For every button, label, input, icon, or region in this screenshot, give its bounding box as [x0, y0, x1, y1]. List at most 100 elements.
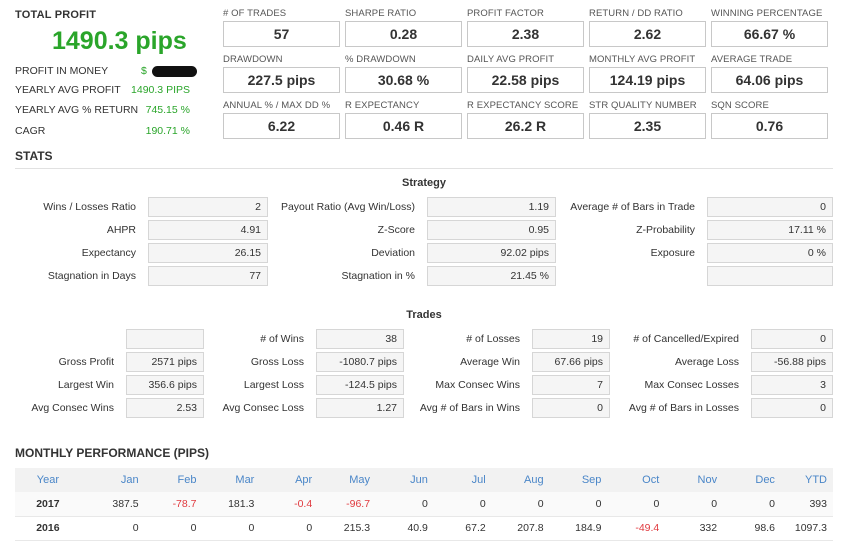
column-header: Aug [491, 468, 550, 492]
metric-value: 0.76 [711, 113, 828, 139]
table-header-row: Year Jan Feb Mar Apr May Jun Jul Aug Sep Oct Nov Dec… [15, 468, 833, 492]
trade-stat-value: 7 [532, 375, 610, 395]
stat-value: 0 [707, 197, 833, 217]
metric-card: R EXPECTANCY SCORE 26.2 R [467, 100, 584, 139]
metric-label: STR QUALITY NUMBER [589, 100, 697, 111]
yearly-avg-return-label: YEARLY AVG % RETURN [15, 104, 139, 116]
table-row: 2017 387.5 -78.7 181.3 -0.4 -96.7 0 0 0 0 0 0 0 393 [15, 492, 833, 517]
month-value-cell: 0 [665, 492, 724, 517]
stat-label: Stagnation in % [341, 270, 415, 282]
metric-label: % DRAWDOWN [345, 54, 416, 65]
column-header: Nov [665, 468, 724, 492]
metric-label: RETURN / DD RATIO [589, 8, 683, 19]
metric-label: SQN SCORE [711, 100, 769, 111]
trade-stat-value: -124.5 pips [316, 375, 404, 395]
metric-card: PROFIT FACTOR 2.38 [467, 8, 584, 47]
metric-label: R EXPECTANCY SCORE [467, 100, 579, 111]
trades-title: Trades [406, 309, 442, 321]
month-value-cell: 184.9 [549, 516, 608, 541]
metric-label: MONTHLY AVG PROFIT [589, 54, 696, 65]
stat-label: Deviation [371, 247, 415, 259]
metric-label: DAILY AVG PROFIT [467, 54, 555, 65]
metric-card: ANNUAL % / MAX DD % 6.22 [223, 100, 340, 139]
trade-stat-label [0, 329, 114, 349]
month-value-cell: 0 [433, 492, 492, 517]
redacted-profit-amount [152, 66, 197, 77]
stat-value: 92.02 pips [427, 243, 556, 263]
month-value-cell: 0 [86, 516, 145, 541]
metric-value: 0.28 [345, 21, 462, 47]
column-header: May [318, 468, 377, 492]
trade-stat-value: 67.66 pips [532, 352, 610, 372]
yearly-avg-profit-label: YEARLY AVG PROFIT [15, 84, 121, 96]
monthly-title: MONTHLY PERFORMANCE (PIPS) [15, 446, 210, 460]
metric-label: AVERAGE TRADE [711, 54, 793, 65]
trade-stat-value: 356.6 pips [126, 375, 204, 395]
month-value-cell: 215.3 [318, 516, 377, 541]
month-value-cell: 1097.3 [780, 516, 833, 541]
column-header: Feb [144, 468, 203, 492]
stat-label: Payout Ratio (Avg Win/Loss) [280, 201, 415, 213]
metric-value: 30.68 % [345, 67, 462, 93]
metric-card: DRAWDOWN 227.5 pips [223, 54, 340, 93]
stats-title: STATS [15, 149, 53, 163]
metric-card: % DRAWDOWN 30.68 % [345, 54, 462, 93]
stat-label: Average # of Bars in Trade [570, 201, 695, 213]
month-value-cell: 332 [665, 516, 724, 541]
trade-stat-label: Avg # of Bars in Losses [628, 402, 739, 414]
stat-label: Z-Score [377, 224, 415, 236]
year-cell: 2017 [15, 492, 87, 517]
month-value-cell: -96.7 [318, 492, 377, 517]
trade-stat-label: Avg Consec Wins [31, 402, 114, 414]
trade-stat-value: -56.88 pips [751, 352, 833, 372]
metric-card: SQN SCORE 0.76 [711, 100, 828, 139]
metric-card: AVERAGE TRADE 64.06 pips [711, 54, 828, 93]
stat-label [495, 266, 695, 286]
column-header: Jul [433, 468, 492, 492]
month-value-cell: 387.5 [86, 492, 145, 517]
metric-label: SHARPE RATIO [345, 8, 417, 19]
trade-stat-label: # of Cancelled/Expired [633, 333, 739, 345]
metric-card: RETURN / DD RATIO 2.62 [589, 8, 706, 47]
trade-stat-value: 0 [532, 398, 610, 418]
trade-stat-label: Largest Win [57, 379, 114, 391]
column-header: Year [15, 468, 87, 492]
column-header: Sep [549, 468, 608, 492]
metric-label: DRAWDOWN [223, 54, 283, 65]
trade-stat-label: Max Consec Wins [435, 379, 520, 391]
profit-in-money-currency: $ [141, 65, 147, 77]
trade-stat-label: Gross Profit [58, 356, 114, 368]
trade-stat-value: 1.27 [316, 398, 404, 418]
trade-stat-value: 2.53 [126, 398, 204, 418]
metric-value: 26.2 R [467, 113, 584, 139]
month-value-cell: 0 [549, 492, 608, 517]
metric-label: PROFIT FACTOR [467, 8, 544, 19]
month-value-cell: 0 [491, 492, 550, 517]
month-value-cell: 0 [260, 516, 319, 541]
month-value-cell: 40.9 [376, 516, 434, 541]
column-header: Jan [86, 468, 145, 492]
metric-value: 6.22 [223, 113, 340, 139]
month-value-cell: 67.2 [433, 516, 492, 541]
column-header: Dec [723, 468, 781, 492]
trade-stat-label: # of Losses [466, 333, 520, 345]
month-value-cell: 207.8 [491, 516, 550, 541]
trade-stat-value: 2571 pips [126, 352, 204, 372]
stat-value [707, 266, 833, 286]
yearly-avg-return-row: YEARLY AVG % RETURN 745.15 % [15, 104, 197, 118]
stat-label: Exposure [650, 247, 695, 259]
stat-value: 77 [148, 266, 268, 286]
metric-value: 2.35 [589, 113, 706, 139]
stat-value: 17.11 % [707, 220, 833, 240]
column-header: Jun [376, 468, 434, 492]
metric-card: WINNING PERCENTAGE 66.67 % [711, 8, 828, 47]
metric-label: # OF TRADES [223, 8, 287, 19]
metric-card: R EXPECTANCY 0.46 R [345, 100, 462, 139]
stat-value: 2 [148, 197, 268, 217]
metric-value: 227.5 pips [223, 67, 340, 93]
trade-stat-label: Max Consec Losses [644, 379, 739, 391]
total-profit-label: TOTAL PROFIT [15, 9, 97, 21]
trade-stat-value: 38 [316, 329, 404, 349]
trade-stat-label: Largest Loss [243, 379, 304, 391]
trade-stat-value: 0 [751, 398, 833, 418]
